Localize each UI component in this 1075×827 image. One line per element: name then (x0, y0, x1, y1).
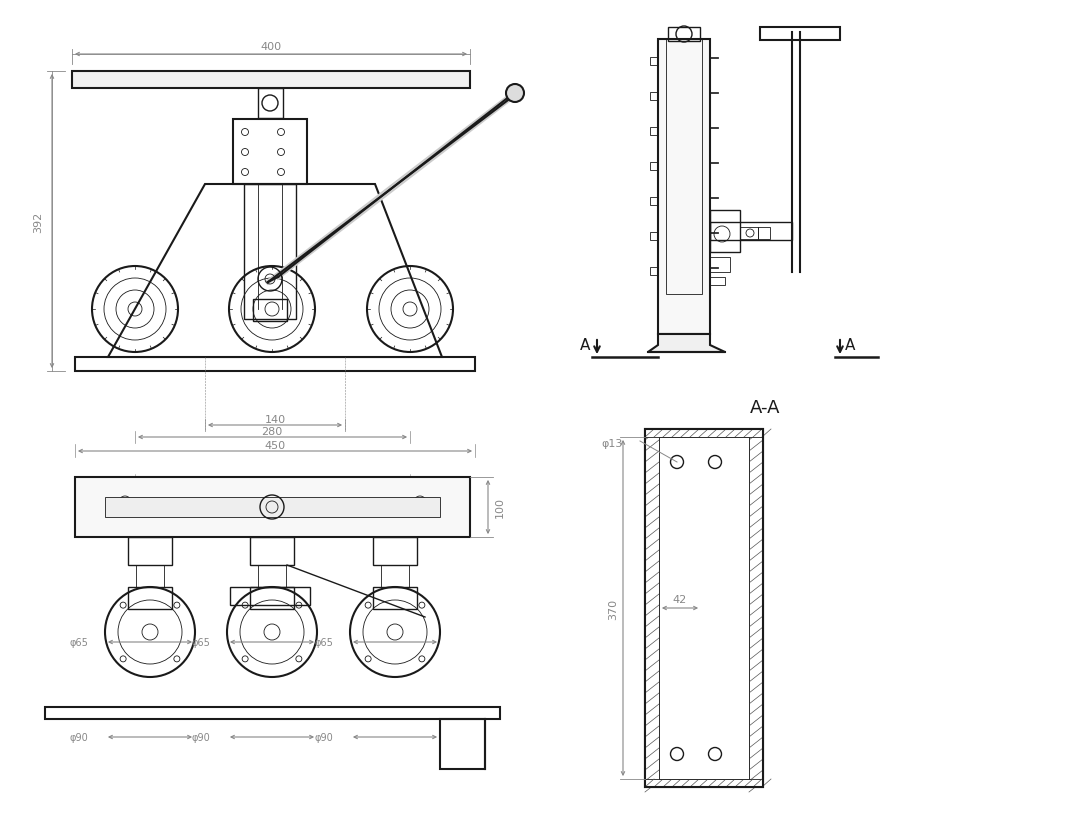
Text: φ65: φ65 (69, 638, 88, 648)
Bar (137, 566, 164, 587)
Bar (373, 538, 417, 566)
Text: A: A (579, 337, 590, 352)
Bar (645, 779, 763, 787)
Bar (666, 40, 702, 294)
Bar (72, 72, 470, 88)
Bar (668, 28, 700, 42)
Bar (128, 538, 172, 566)
Bar (645, 429, 659, 787)
Bar (128, 587, 172, 609)
Bar (650, 198, 658, 206)
Bar (645, 429, 763, 787)
Bar (710, 278, 725, 285)
Bar (75, 357, 475, 371)
Bar (105, 497, 440, 518)
Text: 140: 140 (264, 414, 286, 424)
Bar (760, 28, 840, 41)
Bar (710, 211, 740, 253)
Bar (233, 120, 307, 184)
Text: φ90: φ90 (69, 732, 88, 742)
Bar (658, 40, 710, 335)
Text: 450: 450 (264, 441, 286, 451)
Text: A-A: A-A (750, 399, 780, 417)
Bar (250, 587, 293, 609)
Bar (740, 227, 758, 240)
Text: 280: 280 (261, 427, 283, 437)
Bar (381, 566, 408, 587)
Text: φ90: φ90 (191, 732, 210, 742)
Bar (645, 429, 763, 437)
Text: 392: 392 (33, 211, 43, 232)
Bar (749, 429, 763, 787)
Bar (650, 128, 658, 136)
Bar (250, 538, 293, 566)
Polygon shape (648, 335, 725, 352)
Bar (650, 268, 658, 275)
Bar (75, 477, 470, 538)
Bar (710, 222, 792, 241)
Text: A: A (845, 337, 856, 352)
Bar (258, 566, 286, 587)
Circle shape (506, 85, 524, 103)
Text: 100: 100 (494, 497, 505, 518)
Bar (650, 93, 658, 101)
Bar (230, 587, 310, 605)
Bar (650, 163, 658, 171)
Text: φ65: φ65 (191, 638, 210, 648)
Text: φ65: φ65 (314, 638, 333, 648)
Text: 42: 42 (673, 595, 687, 605)
Bar (253, 299, 287, 322)
Bar (758, 227, 770, 240)
Text: 400: 400 (260, 42, 282, 52)
Bar (650, 232, 658, 241)
Bar (373, 587, 417, 609)
Bar (645, 429, 763, 787)
Bar (710, 258, 730, 273)
Bar (440, 719, 485, 769)
Bar (45, 707, 500, 719)
Text: φ13: φ13 (602, 438, 624, 448)
Bar (258, 88, 283, 119)
Text: φ90: φ90 (314, 732, 333, 742)
Text: 370: 370 (608, 598, 618, 619)
Bar (244, 184, 296, 319)
Bar (659, 437, 749, 779)
Bar (650, 58, 658, 66)
Polygon shape (108, 184, 442, 357)
